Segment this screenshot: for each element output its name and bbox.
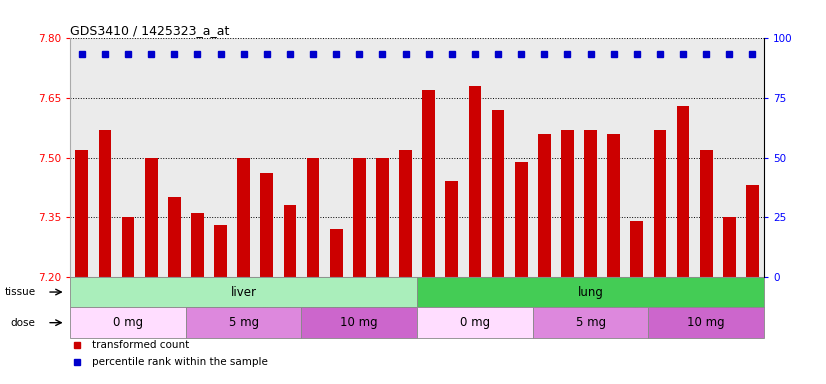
Bar	[561, 130, 574, 277]
Bar	[533, 307, 648, 338]
Bar	[700, 150, 713, 277]
Bar	[607, 134, 620, 277]
Bar	[260, 174, 273, 277]
Bar	[417, 307, 533, 338]
Text: 10 mg: 10 mg	[340, 316, 378, 329]
Bar	[283, 205, 297, 277]
Bar	[445, 181, 458, 277]
Bar	[468, 86, 482, 277]
Bar	[399, 150, 412, 277]
Bar	[353, 157, 366, 277]
Text: GDS3410 / 1425323_a_at: GDS3410 / 1425323_a_at	[70, 24, 230, 37]
Bar	[330, 229, 343, 277]
Bar	[538, 134, 551, 277]
Text: percentile rank within the sample: percentile rank within the sample	[93, 357, 268, 367]
Bar	[630, 221, 643, 277]
Bar	[584, 130, 597, 277]
Bar	[98, 130, 112, 277]
Bar	[168, 197, 181, 277]
Bar	[417, 277, 764, 307]
Bar	[515, 162, 528, 277]
Text: transformed count: transformed count	[93, 340, 190, 350]
Bar	[723, 217, 736, 277]
Bar	[75, 150, 88, 277]
Bar	[653, 130, 667, 277]
Bar	[676, 106, 690, 277]
Text: 0 mg: 0 mg	[113, 316, 143, 329]
Bar	[422, 90, 435, 277]
Bar	[214, 225, 227, 277]
Text: 10 mg: 10 mg	[687, 316, 725, 329]
Bar	[145, 157, 158, 277]
Bar	[746, 185, 759, 277]
Bar	[301, 307, 417, 338]
Text: 5 mg: 5 mg	[229, 316, 259, 329]
Text: 5 mg: 5 mg	[576, 316, 605, 329]
Bar	[648, 307, 764, 338]
Bar	[70, 277, 417, 307]
Bar	[186, 307, 301, 338]
Bar	[306, 157, 320, 277]
Text: dose: dose	[11, 318, 36, 328]
Text: tissue: tissue	[4, 287, 36, 297]
Text: liver: liver	[230, 286, 257, 298]
Bar	[491, 110, 505, 277]
Bar	[237, 157, 250, 277]
Bar	[376, 157, 389, 277]
Bar	[70, 307, 186, 338]
Bar	[191, 213, 204, 277]
Bar	[121, 217, 135, 277]
Text: lung: lung	[577, 286, 604, 298]
Text: 0 mg: 0 mg	[460, 316, 490, 329]
